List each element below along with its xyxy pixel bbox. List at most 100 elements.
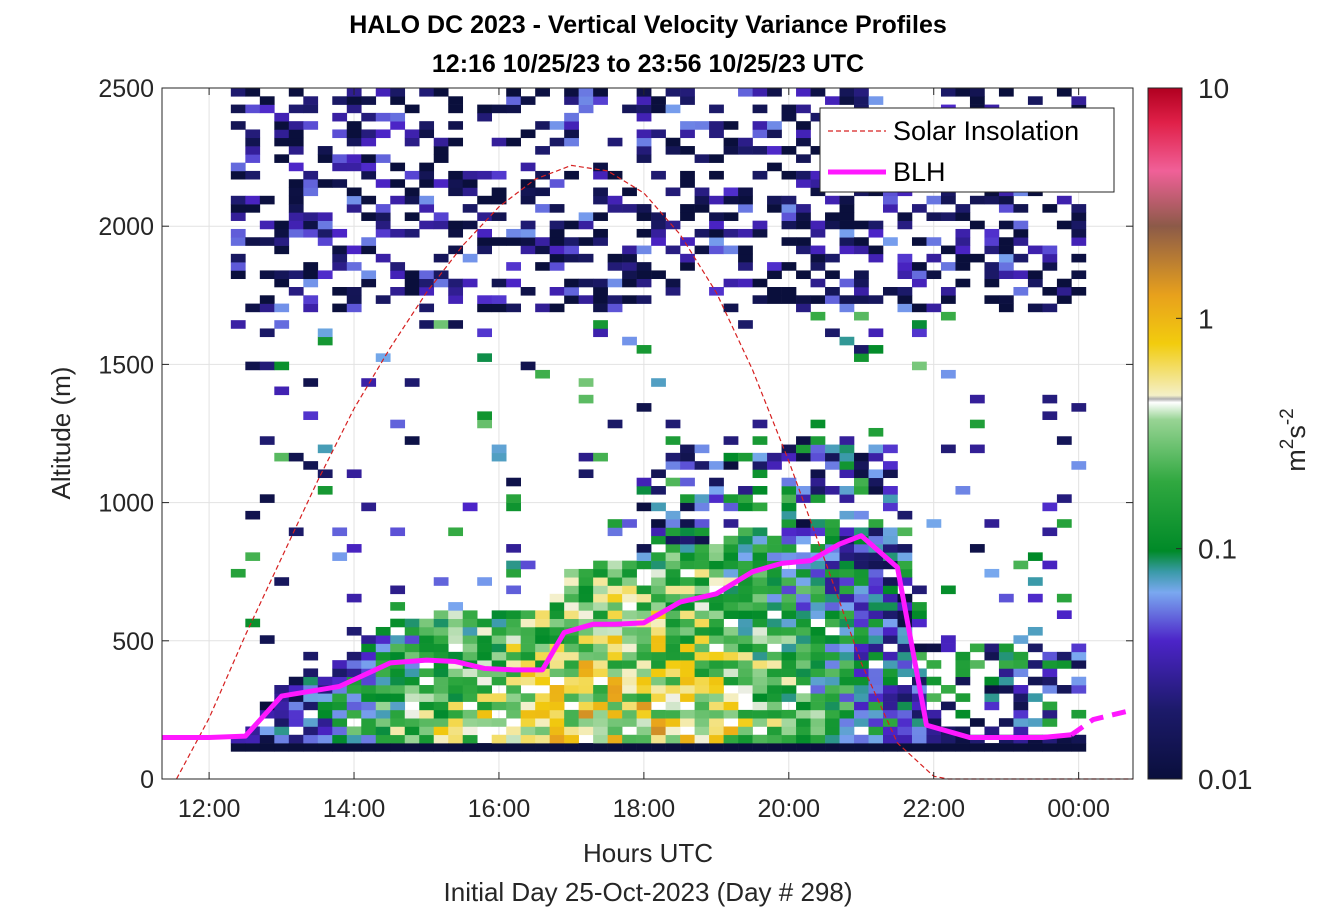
heatmap-cell [1013, 270, 1029, 280]
heatmap-cell [317, 328, 333, 338]
heatmap-cell [665, 626, 681, 636]
heatmap-cell [738, 743, 753, 752]
heatmap-cell [578, 96, 594, 105]
x-axis-label: Hours UTC [583, 838, 713, 868]
heatmap-cell [506, 237, 521, 246]
x-tick-label: 00:00 [1047, 795, 1110, 823]
heatmap-cell [810, 651, 826, 661]
heatmap-cell [781, 660, 797, 669]
heatmap-cell [622, 668, 637, 678]
heatmap-cell [332, 668, 348, 678]
heatmap-cell [651, 560, 666, 570]
heatmap-cell [462, 610, 478, 619]
heatmap-cell [593, 452, 608, 462]
heatmap-cell [897, 693, 913, 702]
heatmap-cell [462, 718, 478, 727]
heatmap-cell [911, 718, 927, 727]
heatmap-cell [1013, 237, 1029, 246]
heatmap-cell [622, 743, 637, 752]
heatmap-cell [361, 651, 377, 661]
heatmap-cell [926, 693, 942, 702]
heatmap-cell [940, 195, 956, 205]
heatmap-cell [911, 328, 927, 338]
heatmap-cell [839, 444, 855, 454]
heatmap-cell [636, 228, 652, 238]
heatmap-cell [767, 585, 782, 595]
heatmap-cell [520, 651, 536, 661]
heatmap-cell [448, 668, 464, 678]
heatmap-cell [491, 295, 507, 304]
heatmap-cell [868, 328, 884, 338]
heatmap-cell [709, 287, 724, 296]
heatmap-cell [781, 643, 797, 653]
heatmap-cell [259, 270, 275, 280]
heatmap-cell [578, 743, 594, 752]
heatmap-cell [854, 295, 869, 304]
heatmap-cell [825, 693, 840, 702]
heatmap-cell [230, 170, 246, 180]
heatmap-cell [868, 734, 884, 744]
heatmap-cell [651, 635, 666, 644]
y-tick-label: 1000 [98, 490, 154, 518]
heatmap-cell [564, 635, 579, 644]
heatmap-cell [622, 262, 637, 271]
heatmap-cell [839, 660, 855, 669]
heatmap-cell [535, 660, 550, 669]
heatmap-cell [796, 104, 811, 114]
heatmap-cell [883, 709, 898, 719]
heatmap-cell [665, 436, 681, 445]
heatmap-cell [390, 228, 406, 238]
heatmap-cell [607, 527, 623, 537]
heatmap-cell [419, 162, 435, 172]
heatmap-cell [477, 660, 493, 669]
heatmap-cell [854, 734, 869, 744]
heatmap-cell [781, 626, 797, 636]
heatmap-cell [1042, 411, 1058, 420]
heatmap-cell [825, 519, 840, 528]
heatmap-cell [665, 88, 681, 97]
heatmap-cell [520, 626, 536, 636]
heatmap-cell [1027, 303, 1043, 313]
heatmap-cell [520, 643, 536, 653]
heatmap-cell [854, 626, 869, 636]
heatmap-cell [955, 676, 971, 686]
heatmap-cell [274, 237, 290, 246]
heatmap-cell [709, 461, 724, 470]
heatmap-cell [1071, 96, 1087, 105]
heatmap-cell [593, 734, 608, 744]
x-axis-label-day: Initial Day 25-Oct-2023 (Day # 298) [444, 877, 853, 907]
heatmap-cell [419, 685, 435, 694]
heatmap-cell [1056, 195, 1072, 205]
heatmap-cell [955, 245, 971, 255]
heatmap-cell [593, 303, 608, 313]
heatmap-cell [883, 560, 898, 570]
heatmap-cell [825, 212, 840, 221]
heatmap-cell [825, 676, 840, 686]
heatmap-cell [694, 743, 710, 752]
heatmap-cell [332, 726, 348, 736]
heatmap-cell [1042, 676, 1058, 686]
heatmap-cell [636, 593, 652, 603]
heatmap-cell [752, 452, 768, 462]
heatmap-cell [1027, 593, 1043, 603]
heatmap-cell [825, 452, 840, 462]
heatmap-cell [288, 146, 304, 155]
heatmap-cell [796, 726, 811, 736]
heatmap-cell [535, 643, 550, 653]
heatmap-cell [839, 577, 855, 586]
heatmap-cell [665, 693, 681, 702]
heatmap-cell [651, 734, 666, 744]
heatmap-cell [810, 560, 826, 570]
heatmap-cell [477, 195, 493, 205]
heatmap-cell [1013, 718, 1029, 727]
heatmap-cell [477, 170, 493, 180]
heatmap-cell [738, 320, 753, 329]
heatmap-cell [767, 709, 782, 719]
heatmap-cell [636, 726, 652, 736]
heatmap-cell [839, 709, 855, 719]
heatmap-cell [665, 651, 681, 661]
heatmap-cell [636, 270, 652, 280]
heatmap-cell [404, 635, 420, 644]
heatmap-cell [752, 618, 768, 628]
